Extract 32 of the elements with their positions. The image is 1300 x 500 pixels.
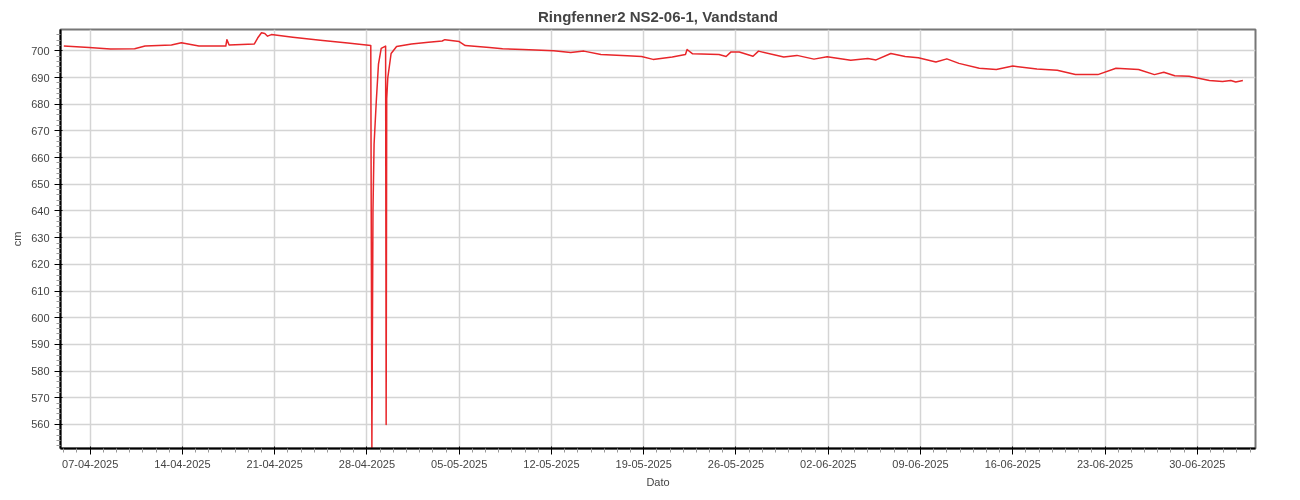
x-tick-label: 09-06-2025 — [892, 457, 949, 470]
x-tick-label: 02-06-2025 — [800, 457, 857, 470]
x-tick-label: 30-06-2025 — [1169, 457, 1226, 470]
y-tick-label: 650 — [31, 178, 50, 191]
y-tick-label: 700 — [31, 44, 50, 57]
x-tick-label: 12-05-2025 — [523, 457, 580, 470]
y-tick-label: 660 — [31, 151, 50, 164]
x-tick-label: 07-04-2025 — [62, 457, 119, 470]
x-tick-label: 19-05-2025 — [615, 457, 672, 470]
y-tick-label: 590 — [31, 338, 50, 351]
y-tick-label: 640 — [31, 204, 50, 217]
line-series — [63, 31, 1244, 449]
x-tick-label: 23-06-2025 — [1076, 457, 1134, 470]
y-tick-label: 630 — [31, 231, 50, 244]
y-axis-title: cm — [11, 231, 24, 247]
y-tick-label: 610 — [31, 285, 50, 298]
y-tick-label: 690 — [31, 71, 50, 84]
x-tick-label: 14-04-2025 — [154, 457, 211, 470]
y-tick-label: 570 — [31, 391, 50, 404]
y-tick-label: 670 — [31, 124, 50, 137]
chart-title: Ringfenner2 NS2-06-1, Vandstand — [537, 7, 779, 25]
x-tick-label: 28-04-2025 — [338, 457, 396, 470]
x-tick-label: 21-04-2025 — [246, 457, 303, 470]
y-tick-label: 620 — [31, 258, 50, 271]
x-tick-label: 26-05-2025 — [707, 457, 765, 470]
y-tick-label: 580 — [31, 365, 50, 378]
y-tick-label: 680 — [31, 98, 50, 111]
y-tick-label: 560 — [31, 418, 50, 431]
y-tick-label: 600 — [31, 311, 50, 324]
x-tick-label: 16-06-2025 — [984, 457, 1041, 470]
x-tick-label: 05-05-2025 — [431, 457, 488, 470]
x-axis-title: Dato — [646, 475, 670, 488]
